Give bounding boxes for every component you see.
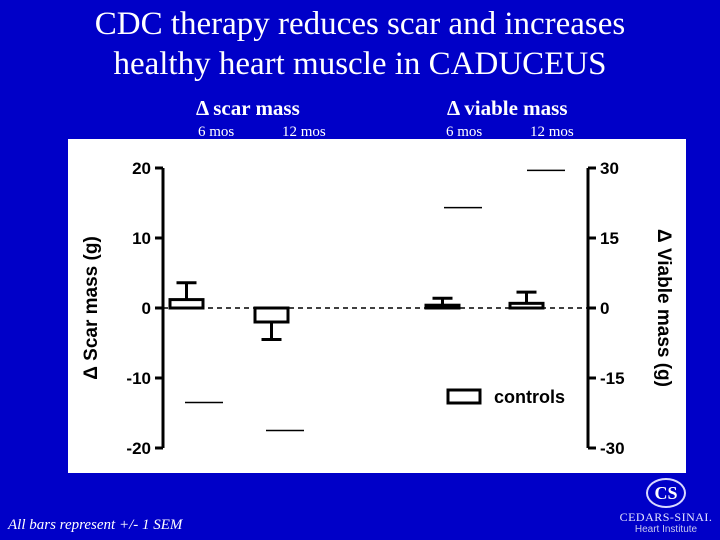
legend-swatch bbox=[446, 388, 482, 405]
period-label-scar-12: 12 mos bbox=[282, 124, 326, 140]
group-label-scar: Δ scar mass bbox=[196, 96, 300, 120]
logo-subtitle: Heart Institute bbox=[634, 524, 698, 535]
right-tick-label: 15 bbox=[600, 229, 619, 248]
left-tick-label: -20 bbox=[126, 439, 151, 458]
control-bar bbox=[168, 298, 205, 310]
left-axis-title: Δ Scar mass (g) bbox=[81, 236, 102, 380]
right-axis-title: Δ Viable mass (g) bbox=[653, 229, 674, 387]
left-tick-label: -10 bbox=[126, 369, 151, 388]
right-tick-label: 30 bbox=[600, 159, 619, 178]
right-tick-label: -15 bbox=[600, 369, 625, 388]
left-tick-label: 10 bbox=[132, 229, 151, 248]
logo-name: CEDARS-SINAI. bbox=[619, 510, 713, 524]
right-tick-label: -30 bbox=[600, 439, 625, 458]
period-label-scar-6: 6 mos bbox=[198, 124, 235, 140]
period-label-viable-12: 12 mos bbox=[530, 124, 574, 140]
right-tick-label: 0 bbox=[600, 299, 609, 318]
bar-chart: 20 10 0 -10 -20 30 15 0 -15 -30 Δ Scar mass (g) Δ V… bbox=[81, 159, 674, 458]
title-line-2: healthy heart muscle in CADUCEUS bbox=[113, 46, 607, 82]
group-label-viable: Δ viable mass bbox=[447, 96, 568, 120]
control-bar bbox=[508, 301, 545, 310]
left-tick-label: 20 bbox=[132, 159, 151, 178]
title-line-1: CDC therapy reduces scar and increases bbox=[94, 6, 626, 42]
control-bar bbox=[424, 303, 461, 310]
chart-area: 20 10 0 -10 -20 30 15 0 -15 -30 Δ Scar mass (g) Δ V… bbox=[68, 139, 686, 473]
footnote: All bars represent +/- 1 SEM bbox=[8, 517, 183, 533]
period-label-viable-6: 6 mos bbox=[446, 124, 483, 140]
control-bar bbox=[253, 306, 290, 324]
slide-title: CDC therapy reduces scar and increases h… bbox=[0, 4, 720, 84]
legend-label-controls: controls bbox=[494, 387, 565, 407]
cedars-sinai-logo: CS CEDARS-SINAI. Heart Institute bbox=[616, 478, 716, 538]
left-tick-label: 0 bbox=[142, 299, 151, 318]
logo-mark: CS bbox=[646, 478, 686, 508]
